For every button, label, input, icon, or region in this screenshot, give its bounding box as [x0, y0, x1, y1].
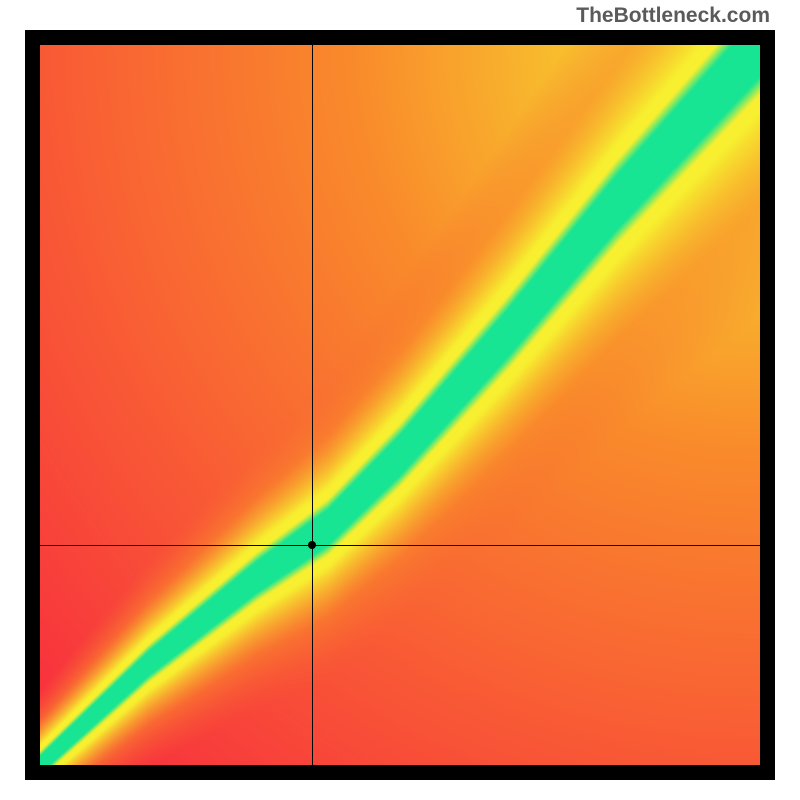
plot-area — [40, 45, 760, 765]
chart-container: TheBottleneck.com — [0, 0, 800, 800]
watermark-text: TheBottleneck.com — [576, 4, 770, 28]
chart-frame — [25, 30, 775, 780]
crosshair-horizontal — [40, 545, 760, 546]
crosshair-vertical — [312, 45, 313, 765]
heatmap-canvas — [40, 45, 760, 765]
data-point-marker — [308, 541, 316, 549]
